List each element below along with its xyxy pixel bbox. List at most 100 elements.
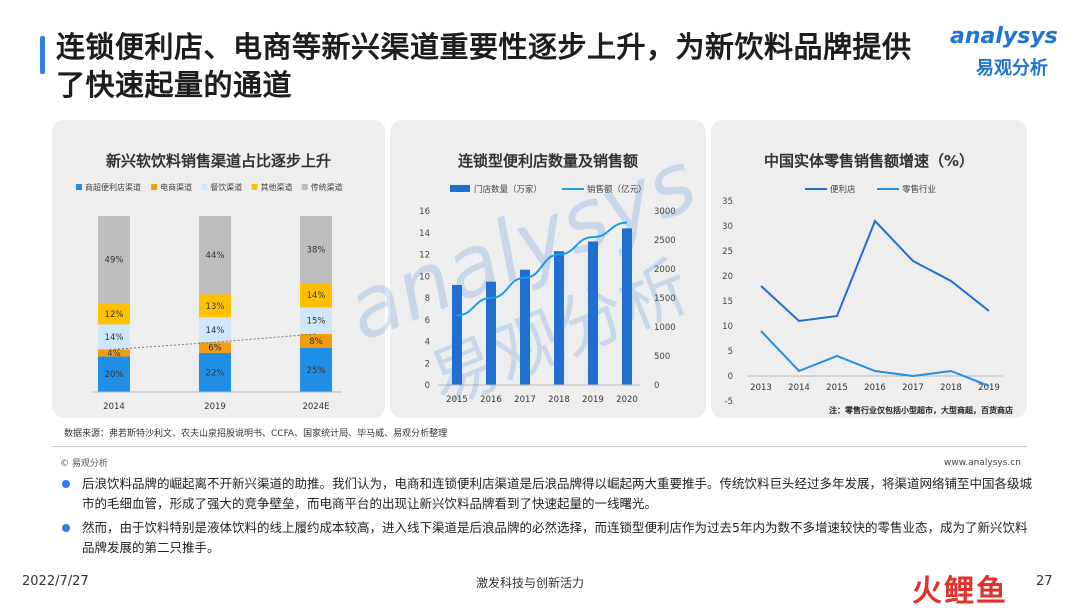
legend-label: 商超便利店渠道 [85,182,141,192]
bar-segment [98,216,130,304]
bar-segment [199,342,231,353]
y-tick-label: 10 [722,322,733,332]
trend-line [113,333,317,350]
x-tick-label: 2019 [204,402,226,412]
x-tick-label: 2013 [750,383,772,393]
y-tick-label: 5 [728,347,733,357]
x-tick-label: 2017 [514,395,536,405]
data-label: 6% [208,344,222,354]
legend-label: 零售行业 [902,184,936,195]
x-tick-label: 2020 [616,395,638,405]
bar-segment [199,294,231,318]
page-title: 连锁便利店、电商等新兴渠道重要性逐步上升，为新饮料品牌提供了快速起量的通道 [56,30,912,102]
x-tick-label: 2017 [902,383,924,393]
y-left-tick-label: 14 [419,229,430,239]
bar-segment [98,356,130,392]
data-label: 38% [307,245,326,255]
chart-title: 中国实体零售销售额增速（%） [763,152,975,170]
y-left-tick-label: 6 [425,316,430,326]
data-label: 20% [105,370,124,380]
divider [52,446,1027,447]
bar-segment [199,216,231,295]
logo-text-cn: 易观分析 [976,58,1048,79]
legend-swatch [76,184,82,190]
bar-segment [98,324,130,350]
x-tick-label: 2014 [788,383,810,393]
chart-note: 注：零售行业仅包括小型超市，大型商超，百货商店 [829,405,1013,415]
x-tick-label: 2016 [864,383,886,393]
chart-panel-convenience-stores: 连锁型便利店数量及销售额 门店数量（万家） 销售额（亿元） 0 2 4 6 8 10 12 14 1… [390,120,706,418]
legend-label: 电商渠道 [160,182,192,192]
page-number: 27 [1036,574,1053,589]
legend-swatch [251,184,258,190]
data-label: 12% [105,310,124,320]
y-tick-label: 15 [722,297,733,307]
data-label: 15% [307,317,326,327]
bar-segment [199,352,231,392]
data-source: 数据来源：弗若斯特沙利文、农夫山泉招股说明书、CCFA、国家统计局、毕马威、易观… [64,429,448,439]
website-link[interactable]: www.analysys.cn [944,458,1021,468]
y-right-tick-label: 500 [654,352,670,362]
y-right-tick-label: 2500 [654,236,676,246]
data-label: 14% [307,291,326,301]
logo-text-en: analysys [950,24,1058,49]
footer-slogan: 激发科技与创新活力 [476,576,585,590]
footer-date: 2022/7/27 [22,574,89,589]
bullet-text: 然而，由于饮料特别是液体饮料的线上履约成本较高，进入线下渠道是后浪品牌的必然选择… [82,520,1028,555]
legend-label: 便利店 [830,184,856,195]
bar-segment [300,282,332,308]
bar [588,241,598,385]
y-tick-label: 20 [722,272,733,282]
y-tick-label: 30 [722,222,733,232]
y-right-tick-label: 0 [654,381,659,391]
y-right-tick-label: 2000 [654,265,676,275]
x-tick-label: 2016 [480,395,502,405]
chart-panel-retail-growth: 中国实体零售销售额增速（%） 便利店 零售行业 -5 0 5 10 15 20 25 30 35 20… [711,120,1027,418]
data-label: 49% [105,256,124,266]
chart-panel-channel-share: 新兴软饮料销售渠道占比逐步上升 商超便利店渠道 电商渠道 餐饮渠道 其他渠道 传统渠道 2… [52,120,385,418]
legend-swatch [151,184,158,190]
data-label: 14% [206,326,225,336]
bar-segment [300,333,332,348]
data-label: 25% [307,366,326,376]
y-right-tick-label: 3000 [654,207,676,217]
series-line [760,330,990,387]
channel-share-chart: 商超便利店渠道 电商渠道 餐饮渠道 其他渠道 传统渠道 20% 4% 14% 12% 49% 201… [76,182,343,412]
bar-segment [300,348,332,392]
y-right-tick-label: 1500 [654,294,676,304]
retail-growth-chart: 便利店 零售行业 -5 0 5 10 15 20 25 30 35 2013 2014 2015 2016 2… [722,184,1013,415]
x-tick-label: 2015 [446,395,468,405]
data-label: 22% [206,368,225,378]
y-right-tick-label: 1000 [654,323,676,333]
bar [554,251,564,385]
y-left-tick-label: 12 [419,251,430,261]
convenience-store-chart: 门店数量（万家） 销售额（亿元） 0 2 4 6 8 10 12 14 16 0 500 1000 1500… [419,184,676,405]
bullet-list: 后浪饮料品牌的崛起离不开新兴渠道的助推。我们认为，电商和连锁便利店渠道是后浪品牌… [60,474,1035,562]
data-label: 8% [309,337,323,347]
bar-segment [199,317,231,343]
legend-label: 传统渠道 [311,182,343,192]
data-label: 4% [107,349,121,359]
data-label: 14% [105,333,124,343]
bar-segment [300,216,332,283]
x-tick-label: 2018 [548,395,570,405]
x-tick-label: 2019 [978,383,1000,393]
y-tick-label: 35 [722,197,733,207]
bullet-text: 后浪饮料品牌的崛起离不开新兴渠道的助推。我们认为，电商和连锁便利店渠道是后浪品牌… [82,476,1033,511]
x-tick-label: 2019 [582,395,604,405]
y-left-tick-label: 4 [425,338,430,348]
x-tick-label: 2014 [103,402,125,412]
legend-label: 门店数量（万家） [474,184,542,195]
legend-swatch [450,185,470,192]
x-tick-label: 2018 [940,383,962,393]
bullet-item: 然而，由于饮料特别是液体饮料的线上履约成本较高，进入线下渠道是后浪品牌的必然选择… [60,518,1035,558]
y-left-tick-label: 2 [425,359,430,369]
data-label: 13% [206,302,225,312]
brand-logo: 火鲤鱼 [912,574,1008,608]
chart-title: 新兴软饮料销售渠道占比逐步上升 [105,152,331,170]
title-accent-bar [40,36,45,74]
bullet-dot-icon [62,480,70,488]
legend-swatch [301,184,308,190]
bullet-dot-icon [62,524,70,532]
